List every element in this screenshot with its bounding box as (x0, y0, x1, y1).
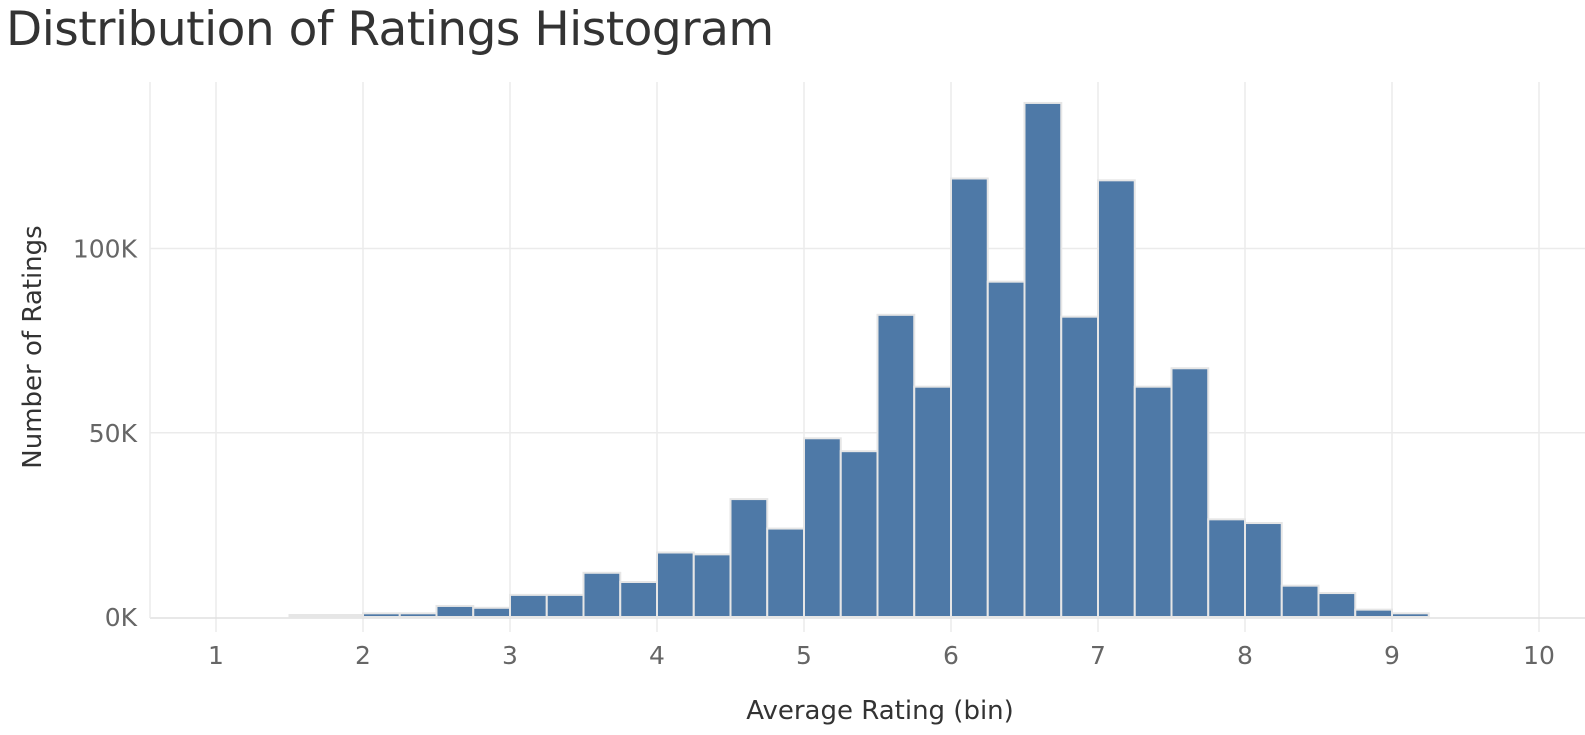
y-tick-label: 50K (89, 419, 138, 448)
histogram-bar (398, 612, 438, 619)
x-tick-label: 5 (796, 641, 812, 670)
histogram-bar (803, 437, 842, 618)
histogram-bar (1280, 584, 1320, 618)
x-tick-label: 2 (355, 641, 371, 670)
gridlines (149, 82, 1585, 632)
histogram-bar (1354, 608, 1393, 619)
histogram-bar (913, 385, 952, 618)
histogram-bar (692, 553, 732, 618)
histogram-bar (656, 551, 695, 619)
histogram-bar (435, 604, 475, 619)
x-tick-label: 8 (1237, 641, 1253, 670)
histogram-bar (1060, 315, 1099, 618)
y-axis-title: Number of Ratings (18, 225, 48, 468)
histogram-bar (766, 527, 805, 618)
x-tick-label: 1 (208, 641, 224, 670)
y-tick-label: 100K (73, 235, 138, 264)
histogram-bar (1244, 522, 1283, 618)
histogram-bar (1023, 101, 1063, 618)
histogram-bar (545, 593, 585, 619)
x-tick-label: 7 (1090, 641, 1106, 670)
histogram-bar (986, 280, 1026, 618)
x-tick-label: 9 (1384, 641, 1400, 670)
histogram-bar (1207, 518, 1246, 618)
histogram-bar (1133, 385, 1173, 618)
x-tick-label: 10 (1523, 641, 1555, 670)
x-axis-title: Average Rating (bin) (746, 696, 1014, 726)
y-tick-label: 0K (105, 603, 138, 632)
y-axis-ticks: 0K 50K 100K (73, 235, 138, 633)
x-tick-label: 4 (649, 641, 665, 670)
histogram-bar (876, 313, 916, 618)
histogram-bar (1317, 592, 1357, 618)
histogram-bar (509, 593, 548, 619)
histogram-bar (1170, 367, 1210, 619)
histogram-bar (472, 606, 511, 618)
histogram-bar (1097, 179, 1136, 618)
histogram-bar (839, 450, 879, 618)
histogram-bar (582, 571, 622, 619)
histogram-bar (325, 614, 364, 618)
x-tick-label: 3 (502, 641, 518, 670)
histogram-bar (362, 612, 401, 619)
histogram-bar (288, 614, 328, 618)
histogram-bars (288, 101, 1430, 619)
histogram-bar (619, 580, 658, 618)
x-axis-ticks: 1 2 3 4 5 6 7 8 9 10 (208, 641, 1555, 670)
histogram-bar (950, 177, 989, 619)
chart-title: Distribution of Ratings Histogram (6, 2, 774, 57)
x-tick-label: 6 (943, 641, 959, 670)
histogram-bar (729, 498, 769, 618)
histogram-bar (1391, 612, 1430, 619)
